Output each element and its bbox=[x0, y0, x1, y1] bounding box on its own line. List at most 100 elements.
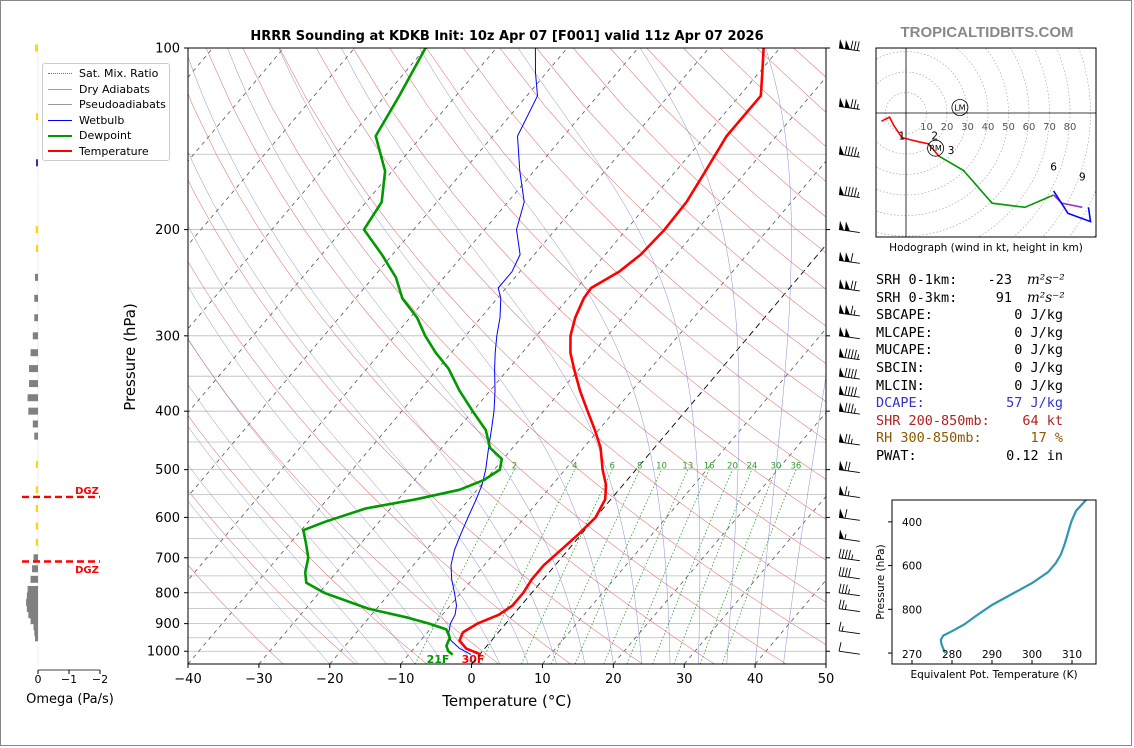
legend-item: Temperature bbox=[48, 144, 149, 159]
barb-half bbox=[856, 103, 859, 110]
legend-label: Dry Adiabats bbox=[79, 82, 150, 96]
wind-barb bbox=[838, 39, 860, 52]
chart-title: HRRR Sounding at KDKB Init: 10z Apr 07 [… bbox=[250, 29, 763, 44]
pseudoadiabat-line bbox=[188, 285, 472, 664]
mixing-ratio-line bbox=[626, 469, 710, 664]
left-mover-label: LM bbox=[954, 104, 965, 113]
omega-bar bbox=[35, 273, 38, 281]
barb-full bbox=[844, 567, 848, 577]
mixing-ratio-label: 6 bbox=[610, 462, 615, 472]
pseudoadiabat-line bbox=[419, 48, 671, 664]
barb-staff bbox=[838, 608, 860, 613]
barb-full bbox=[850, 305, 854, 315]
barb-full bbox=[847, 368, 851, 378]
omega-bar bbox=[35, 44, 38, 52]
legend-item: Pseudoadiabats bbox=[48, 97, 166, 112]
x-tick-label: 10 bbox=[534, 672, 551, 687]
barb-flag bbox=[839, 326, 844, 337]
barb-flag bbox=[839, 529, 844, 540]
omega-bar bbox=[35, 486, 38, 494]
isotherm-line bbox=[542, 328, 826, 664]
dry-adiabat-line bbox=[188, 414, 428, 664]
barb-full bbox=[850, 187, 854, 197]
skewt-axes-frame bbox=[187, 47, 827, 665]
omega-bar bbox=[27, 394, 38, 402]
dgz-label-upper: DGZ bbox=[75, 486, 99, 497]
barb-flag bbox=[839, 304, 844, 314]
stat-unit: m²s⁻² bbox=[1027, 272, 1065, 288]
dry-adiabat-line bbox=[462, 48, 826, 402]
wind-barb bbox=[838, 485, 860, 498]
wind-barb bbox=[838, 583, 860, 597]
stat-row: SRH 0-1km: -23 m²s⁻² bbox=[876, 272, 1065, 290]
barb-full bbox=[844, 186, 848, 196]
barb-flag bbox=[844, 327, 850, 338]
height-label: 9 bbox=[1079, 172, 1086, 184]
stat-value: 57 J/kg bbox=[1006, 395, 1063, 412]
legend-label: Sat. Mix. Ratio bbox=[79, 67, 159, 80]
stat-value: 0 J/kg bbox=[1014, 324, 1063, 341]
mixing-ratio-line bbox=[480, 469, 576, 664]
pseudoadiabat-line bbox=[188, 464, 359, 664]
omega-x-label: Omega (Pa/s) bbox=[26, 692, 114, 707]
legend-item: Dewpoint bbox=[48, 128, 131, 143]
barb-flag bbox=[839, 367, 844, 377]
barb-full bbox=[838, 642, 842, 652]
ring-label: 80 bbox=[1064, 122, 1077, 133]
height-label: 6 bbox=[1050, 161, 1057, 173]
theta-e-frame bbox=[891, 499, 1097, 665]
barb-flag bbox=[839, 460, 844, 471]
dry-adiabat-line bbox=[499, 48, 826, 364]
theta-e-y-label: Pressure (hPa) bbox=[875, 544, 887, 619]
stat-value: 0 J/kg bbox=[1014, 359, 1063, 376]
pseudoadiabat-line bbox=[188, 426, 387, 664]
stat-value: 0.12 in bbox=[1006, 447, 1063, 464]
left-mover-marker bbox=[951, 99, 969, 116]
dry-adiabat-line bbox=[188, 179, 643, 664]
stat-row: PWAT: 0.12 in bbox=[876, 447, 1063, 466]
stat-label: MUCAPE: bbox=[876, 342, 933, 359]
right-mover-label: RM bbox=[929, 144, 942, 153]
barb-full bbox=[856, 41, 860, 51]
barb-half bbox=[851, 554, 854, 560]
barb-full bbox=[838, 566, 842, 576]
pseudoadiabat-line bbox=[517, 48, 701, 664]
barb-flag bbox=[839, 220, 844, 231]
omega-bar bbox=[28, 407, 38, 415]
mixing-ratio-label: 24 bbox=[746, 462, 757, 472]
wind-barb bbox=[838, 529, 860, 542]
barb-flag bbox=[839, 347, 844, 358]
barb-staff bbox=[838, 393, 860, 398]
wind-barb bbox=[838, 642, 860, 655]
mixing-ratio-label: 16 bbox=[704, 462, 715, 472]
stat-row: SHR 200-850mb: 64 kt bbox=[876, 413, 1063, 431]
barb-full bbox=[854, 349, 857, 360]
pseudoadiabat-line bbox=[227, 48, 586, 664]
barb-full bbox=[850, 40, 854, 50]
mixing-ratio-label: 10 bbox=[656, 462, 667, 472]
omega-bar bbox=[30, 349, 38, 357]
barb-full bbox=[844, 402, 848, 413]
barb-full bbox=[850, 99, 854, 109]
pseudoadiabat-line bbox=[188, 151, 529, 664]
stat-value: 91 bbox=[995, 289, 1012, 306]
stat-row: MLCAPE: 0 J/kg bbox=[876, 324, 1063, 343]
barb-full bbox=[847, 461, 851, 472]
omega-bar bbox=[28, 611, 38, 619]
legend-item: Sat. Mix. Ratio bbox=[48, 66, 158, 81]
dry-adiabat-line bbox=[188, 338, 499, 664]
pseudoadiabat-line bbox=[341, 48, 642, 664]
stat-value: 17 % bbox=[1030, 430, 1063, 447]
pseudoadiabat-line bbox=[188, 384, 416, 664]
x-tick-label: −40 bbox=[174, 672, 201, 687]
barb-full bbox=[850, 349, 854, 359]
barb-full bbox=[844, 367, 848, 378]
barb-staff bbox=[838, 575, 860, 580]
omega-bar bbox=[32, 332, 38, 340]
y-tick-label: 800 bbox=[902, 604, 922, 616]
mixing-ratio-label: 2 bbox=[512, 462, 517, 472]
barb-flag bbox=[844, 304, 850, 315]
stat-label: RH 300-850mb: bbox=[876, 430, 982, 447]
hodograph-caption: Hodograph (wind in kt, height in km) bbox=[889, 242, 1083, 254]
stat-row: SBCIN: 0 J/kg bbox=[876, 359, 1063, 378]
